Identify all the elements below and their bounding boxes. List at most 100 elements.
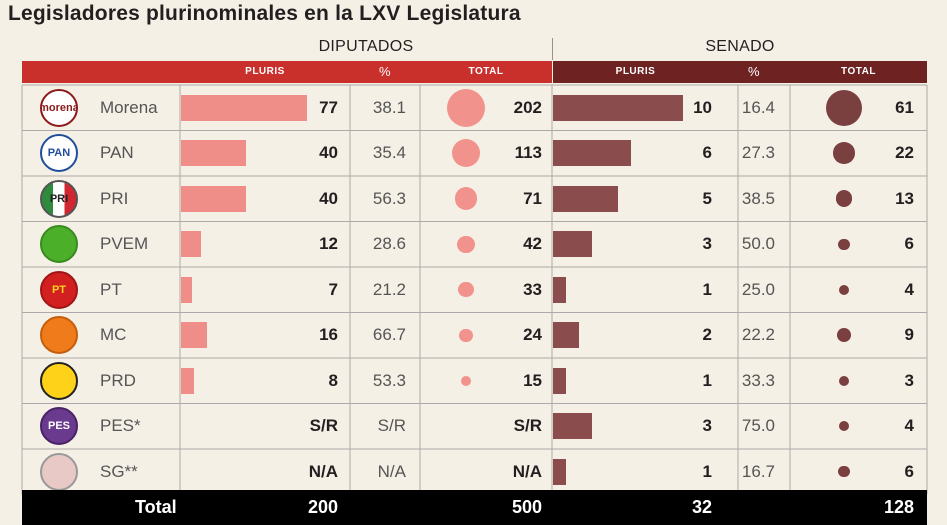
header-dip-pct: % (378, 64, 392, 79)
dip-total-value: 202 (513, 97, 542, 117)
total-dip-pluris: 200 (307, 497, 338, 517)
dip-pluris-value: 16 (319, 325, 338, 345)
group-senado: SENADO (705, 38, 775, 55)
sen-total-value: 6 (904, 461, 914, 481)
party-logo-icon: PT (40, 270, 78, 309)
dip-total-circle (451, 139, 481, 168)
party-logo-icon: PES (40, 407, 78, 446)
total-label: Total (135, 497, 177, 517)
dip-pct-value: 56.3 (372, 188, 406, 208)
sen-total-circle (839, 375, 849, 386)
sen-pct-value: 22.2 (741, 325, 775, 345)
sen-total-circle (826, 89, 862, 126)
sen-pluris-bar (553, 413, 592, 440)
sen-pluris-value: 6 (702, 143, 712, 163)
sen-pluris-value: 10 (693, 97, 712, 117)
header-sen-total: TOTAL (841, 66, 876, 77)
party-name: PAN (100, 143, 134, 163)
dip-pluris-value: 12 (319, 234, 338, 254)
total-sen-pluris: 32 (691, 497, 712, 517)
sen-total-value: 9 (904, 325, 914, 345)
party-name: Morena (100, 97, 158, 117)
sen-total-circle (839, 421, 849, 432)
total-sen-total: 128 (883, 497, 914, 517)
sen-pluris-value: 3 (702, 234, 712, 254)
header-sen-pluris: PLURIS (615, 66, 656, 77)
header-sen-pct: % (747, 64, 761, 79)
dip-pct-value: 38.1 (372, 97, 406, 117)
group-divider (552, 38, 553, 60)
sen-pluris-bar (553, 322, 579, 349)
sen-total-value: 4 (904, 279, 914, 299)
sen-total-circle (838, 466, 850, 478)
dip-pluris-bar (181, 94, 307, 121)
sen-total-value: 22 (895, 143, 914, 163)
dip-pluris-bar (181, 276, 192, 303)
dip-total-value: 24 (523, 325, 542, 345)
dip-total-circle (454, 187, 478, 210)
party-name: PRD (100, 370, 136, 390)
sen-total-value: 61 (895, 97, 914, 117)
dip-pct-value: 35.4 (372, 143, 406, 163)
sen-pct-value: 33.3 (741, 370, 775, 390)
dip-total-circle (447, 88, 485, 127)
totals-row (22, 490, 927, 525)
sen-pct-value: 75.0 (741, 416, 775, 436)
total-dip-total: 500 (511, 497, 542, 517)
sen-total-value: 13 (895, 188, 914, 208)
sen-pct-value: 16.4 (741, 97, 775, 117)
dip-pct-value: N/A (377, 461, 406, 481)
header-senado: PLURIS % TOTAL (553, 61, 927, 83)
sen-total-circle (838, 238, 850, 250)
party-name: SG** (100, 461, 138, 481)
party-logo-icon: PRI (40, 179, 78, 218)
sen-pluris-bar (553, 367, 566, 394)
dip-pluris-bar (181, 231, 201, 258)
party-logo-icon: PAN (40, 134, 78, 173)
sen-total-value: 6 (904, 234, 914, 254)
sen-total-circle (833, 142, 855, 165)
party-logo-icon (40, 316, 78, 355)
dip-pluris-value: 77 (319, 97, 338, 117)
dip-pct-value: 66.7 (372, 325, 406, 345)
dip-pluris-bar (181, 322, 207, 349)
sen-pct-value: 27.3 (741, 143, 775, 163)
dip-pluris-value: 40 (319, 143, 338, 163)
group-diputados: DIPUTADOS (318, 38, 414, 55)
sen-total-circle (835, 190, 853, 208)
dip-total-circle (460, 375, 472, 386)
dip-total-value: 71 (523, 188, 542, 208)
dip-total-value: 42 (523, 234, 542, 254)
dip-pluris-value: S/R (309, 416, 338, 436)
sen-total-value: 3 (904, 370, 914, 390)
dip-pluris-value: N/A (308, 461, 338, 481)
header-dip-pluris: PLURIS (245, 66, 285, 77)
sen-pluris-value: 1 (702, 370, 712, 390)
sen-pluris-value: 2 (702, 325, 712, 345)
header-diputados: PLURIS % TOTAL (22, 61, 552, 83)
sen-pluris-bar (553, 185, 618, 212)
sen-total-circle (839, 284, 849, 295)
dip-total-circle (459, 328, 473, 342)
dip-pluris-bar (181, 185, 246, 212)
sen-pluris-value: 3 (702, 416, 712, 436)
dip-pluris-value: 40 (319, 188, 338, 208)
party-name: PES* (100, 416, 141, 436)
page-title: Legisladores plurinominales en la LXV Le… (8, 2, 521, 25)
party-logo-icon (40, 361, 78, 400)
header-dip-total: TOTAL (468, 66, 504, 77)
dip-pluris-value: 7 (328, 279, 338, 299)
dip-total-circle (458, 282, 474, 298)
sen-total-value: 4 (904, 416, 914, 436)
sen-pluris-value: 1 (702, 279, 712, 299)
dip-pluris-bar (181, 367, 194, 394)
party-name: PRI (100, 188, 129, 208)
sen-pct-value: 25.0 (741, 279, 775, 299)
dip-total-value: S/R (513, 416, 542, 436)
sen-pct-value: 16.7 (741, 461, 775, 481)
sen-pluris-bar (553, 140, 631, 167)
sen-pct-value: 50.0 (741, 234, 775, 254)
dip-total-value: 113 (514, 143, 542, 163)
